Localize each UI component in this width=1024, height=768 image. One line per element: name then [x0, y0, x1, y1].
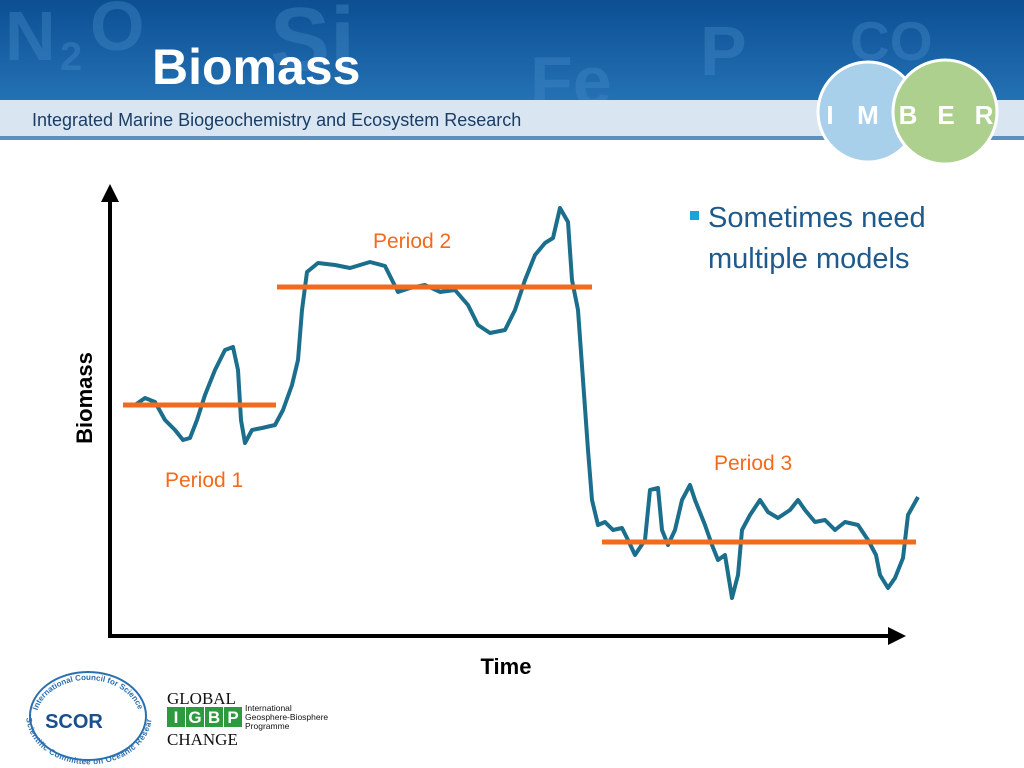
igbp-box — [224, 707, 242, 727]
igbp-box — [186, 707, 204, 727]
igbp-letter: G — [188, 708, 201, 727]
svg-text:Si: Si — [270, 0, 355, 90]
scor-logo — [29, 671, 147, 761]
axes — [101, 184, 906, 645]
y-arrow — [101, 184, 119, 202]
logo-circle — [891, 58, 999, 166]
igbp-full: International Geosphere-Biosphere Progra… — [245, 703, 328, 731]
igbp-box — [205, 707, 223, 727]
x-axis-label: Time — [481, 654, 532, 679]
igbp-line: Geosphere-Biosphere — [245, 712, 328, 722]
title: Biomass — [152, 39, 360, 95]
svg-text:P: P — [700, 12, 747, 90]
header-rule — [0, 136, 1024, 140]
svg-text:2: 2 — [60, 35, 82, 79]
svg-text:O: O — [90, 0, 144, 65]
bullet-marker — [690, 210, 699, 220]
subtitle: Integrated Marine Biogeochemistry and Ec… — [32, 110, 521, 130]
bullet-item: Sometimes need multiple models — [690, 198, 1008, 280]
igbp-letter: I — [174, 708, 179, 727]
logo-letter: I — [826, 100, 833, 130]
period-means — [123, 284, 916, 545]
logo-letter: E — [937, 100, 954, 130]
x-arrow — [888, 627, 906, 645]
period-label: Period 3 — [714, 452, 792, 475]
igbp-global: GLOBAL — [167, 689, 236, 708]
period-label: Period 1 — [165, 469, 243, 492]
period-label: Period 2 — [373, 230, 451, 253]
svg-text:N: N — [5, 0, 56, 75]
igbp-letter: P — [227, 708, 238, 727]
logo-letters: I M B E R — [826, 100, 993, 130]
logo-letter: R — [975, 100, 994, 130]
igbp-line: Programme — [245, 721, 290, 731]
igbp-change: CHANGE — [167, 730, 238, 749]
scor-name: SCOR — [45, 711, 103, 733]
igbp-letter: B — [208, 708, 220, 727]
period-labels: Period 1 Period 2 Period 3 — [165, 230, 792, 492]
igbp-box — [167, 707, 185, 727]
y-axis-label: Biomass — [72, 352, 97, 444]
logo-letter: M — [857, 100, 879, 130]
igbp-letters: I G B P — [167, 707, 242, 727]
bullet-text: Sometimes need multiple models — [708, 202, 926, 275]
igbp-line: International — [245, 703, 292, 713]
logo-letter: B — [899, 100, 918, 130]
biomass-curve — [133, 206, 920, 600]
